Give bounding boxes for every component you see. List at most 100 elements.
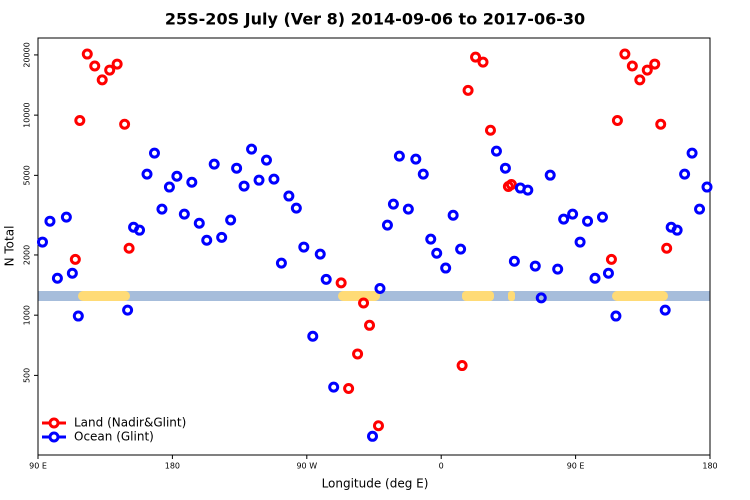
point: [381, 219, 393, 231]
x-tick-label: 90 E: [29, 462, 47, 471]
point: [387, 198, 399, 210]
point: [372, 420, 384, 432]
point: [484, 124, 496, 136]
legend-label: Ocean (Glint): [74, 430, 154, 444]
point: [104, 64, 116, 76]
point: [582, 215, 594, 227]
point: [111, 58, 123, 70]
point: [275, 257, 287, 269]
point: [402, 203, 414, 215]
point: [694, 203, 706, 215]
band-land: [338, 291, 380, 301]
band-land: [612, 291, 668, 301]
point: [374, 282, 386, 294]
point: [328, 381, 340, 393]
point: [298, 241, 310, 253]
band-land: [78, 291, 130, 301]
y-axis-label: N Total: [3, 226, 17, 267]
point: [69, 253, 81, 265]
point: [505, 179, 517, 191]
point: [201, 234, 213, 246]
legend-marker: [48, 417, 60, 429]
point: [455, 243, 467, 255]
point: [66, 267, 78, 279]
point: [641, 64, 653, 76]
legend-marker: [48, 431, 60, 443]
point: [163, 181, 175, 193]
y-tick-label: 500: [23, 368, 32, 383]
point: [605, 253, 617, 265]
point: [611, 115, 623, 127]
point: [558, 213, 570, 225]
point: [544, 169, 556, 181]
point: [671, 224, 683, 236]
point: [508, 255, 520, 267]
y-tick-label: 10000: [23, 102, 32, 127]
point: [440, 262, 452, 274]
point: [178, 208, 190, 220]
point: [119, 118, 131, 130]
point: [148, 147, 160, 159]
point: [574, 236, 586, 248]
point: [225, 214, 237, 226]
point: [634, 74, 646, 86]
point: [51, 272, 63, 284]
point: [72, 310, 84, 322]
x-tick-label: 0: [439, 462, 444, 471]
legend-label: Land (Nadir&Glint): [74, 416, 186, 430]
point: [320, 273, 332, 285]
point: [659, 304, 671, 316]
point: [314, 248, 326, 260]
point: [393, 150, 405, 162]
point: [661, 242, 673, 254]
point: [44, 215, 56, 227]
point: [552, 263, 564, 275]
point: [477, 56, 489, 68]
point: [260, 154, 272, 166]
point: [343, 382, 355, 394]
point: [283, 190, 295, 202]
point: [364, 319, 376, 331]
point: [529, 260, 541, 272]
point: [74, 115, 86, 127]
point: [610, 310, 622, 322]
point: [96, 74, 108, 86]
x-tick-label: 90 E: [567, 462, 585, 471]
point: [208, 158, 220, 170]
point: [307, 330, 319, 342]
point: [81, 48, 93, 60]
x-tick-label: 180: [702, 462, 717, 471]
y-tick-label: 5000: [23, 165, 32, 185]
point: [156, 203, 168, 215]
point: [123, 242, 135, 254]
point: [701, 181, 713, 193]
point: [410, 153, 422, 165]
point: [567, 208, 579, 220]
x-tick-label: 90 W: [296, 462, 317, 471]
point: [462, 84, 474, 96]
point: [335, 277, 347, 289]
point: [89, 60, 101, 72]
point: [231, 162, 243, 174]
point: [470, 51, 482, 63]
chart-title: 25S-20S July (Ver 8) 2014-09-06 to 2017-…: [165, 10, 585, 29]
point: [686, 147, 698, 159]
point: [490, 145, 502, 157]
y-tick-label: 2000: [23, 245, 32, 265]
point: [171, 170, 183, 182]
point: [122, 304, 134, 316]
point: [425, 233, 437, 245]
point: [679, 168, 691, 180]
point: [447, 209, 459, 221]
point: [253, 174, 265, 186]
y-tick-label: 1000: [23, 305, 32, 325]
point: [417, 168, 429, 180]
point: [358, 297, 370, 309]
point: [499, 162, 511, 174]
point: [60, 211, 72, 223]
point: [431, 247, 443, 259]
point: [246, 143, 258, 155]
point: [193, 217, 205, 229]
point: [238, 180, 250, 192]
point: [522, 184, 534, 196]
